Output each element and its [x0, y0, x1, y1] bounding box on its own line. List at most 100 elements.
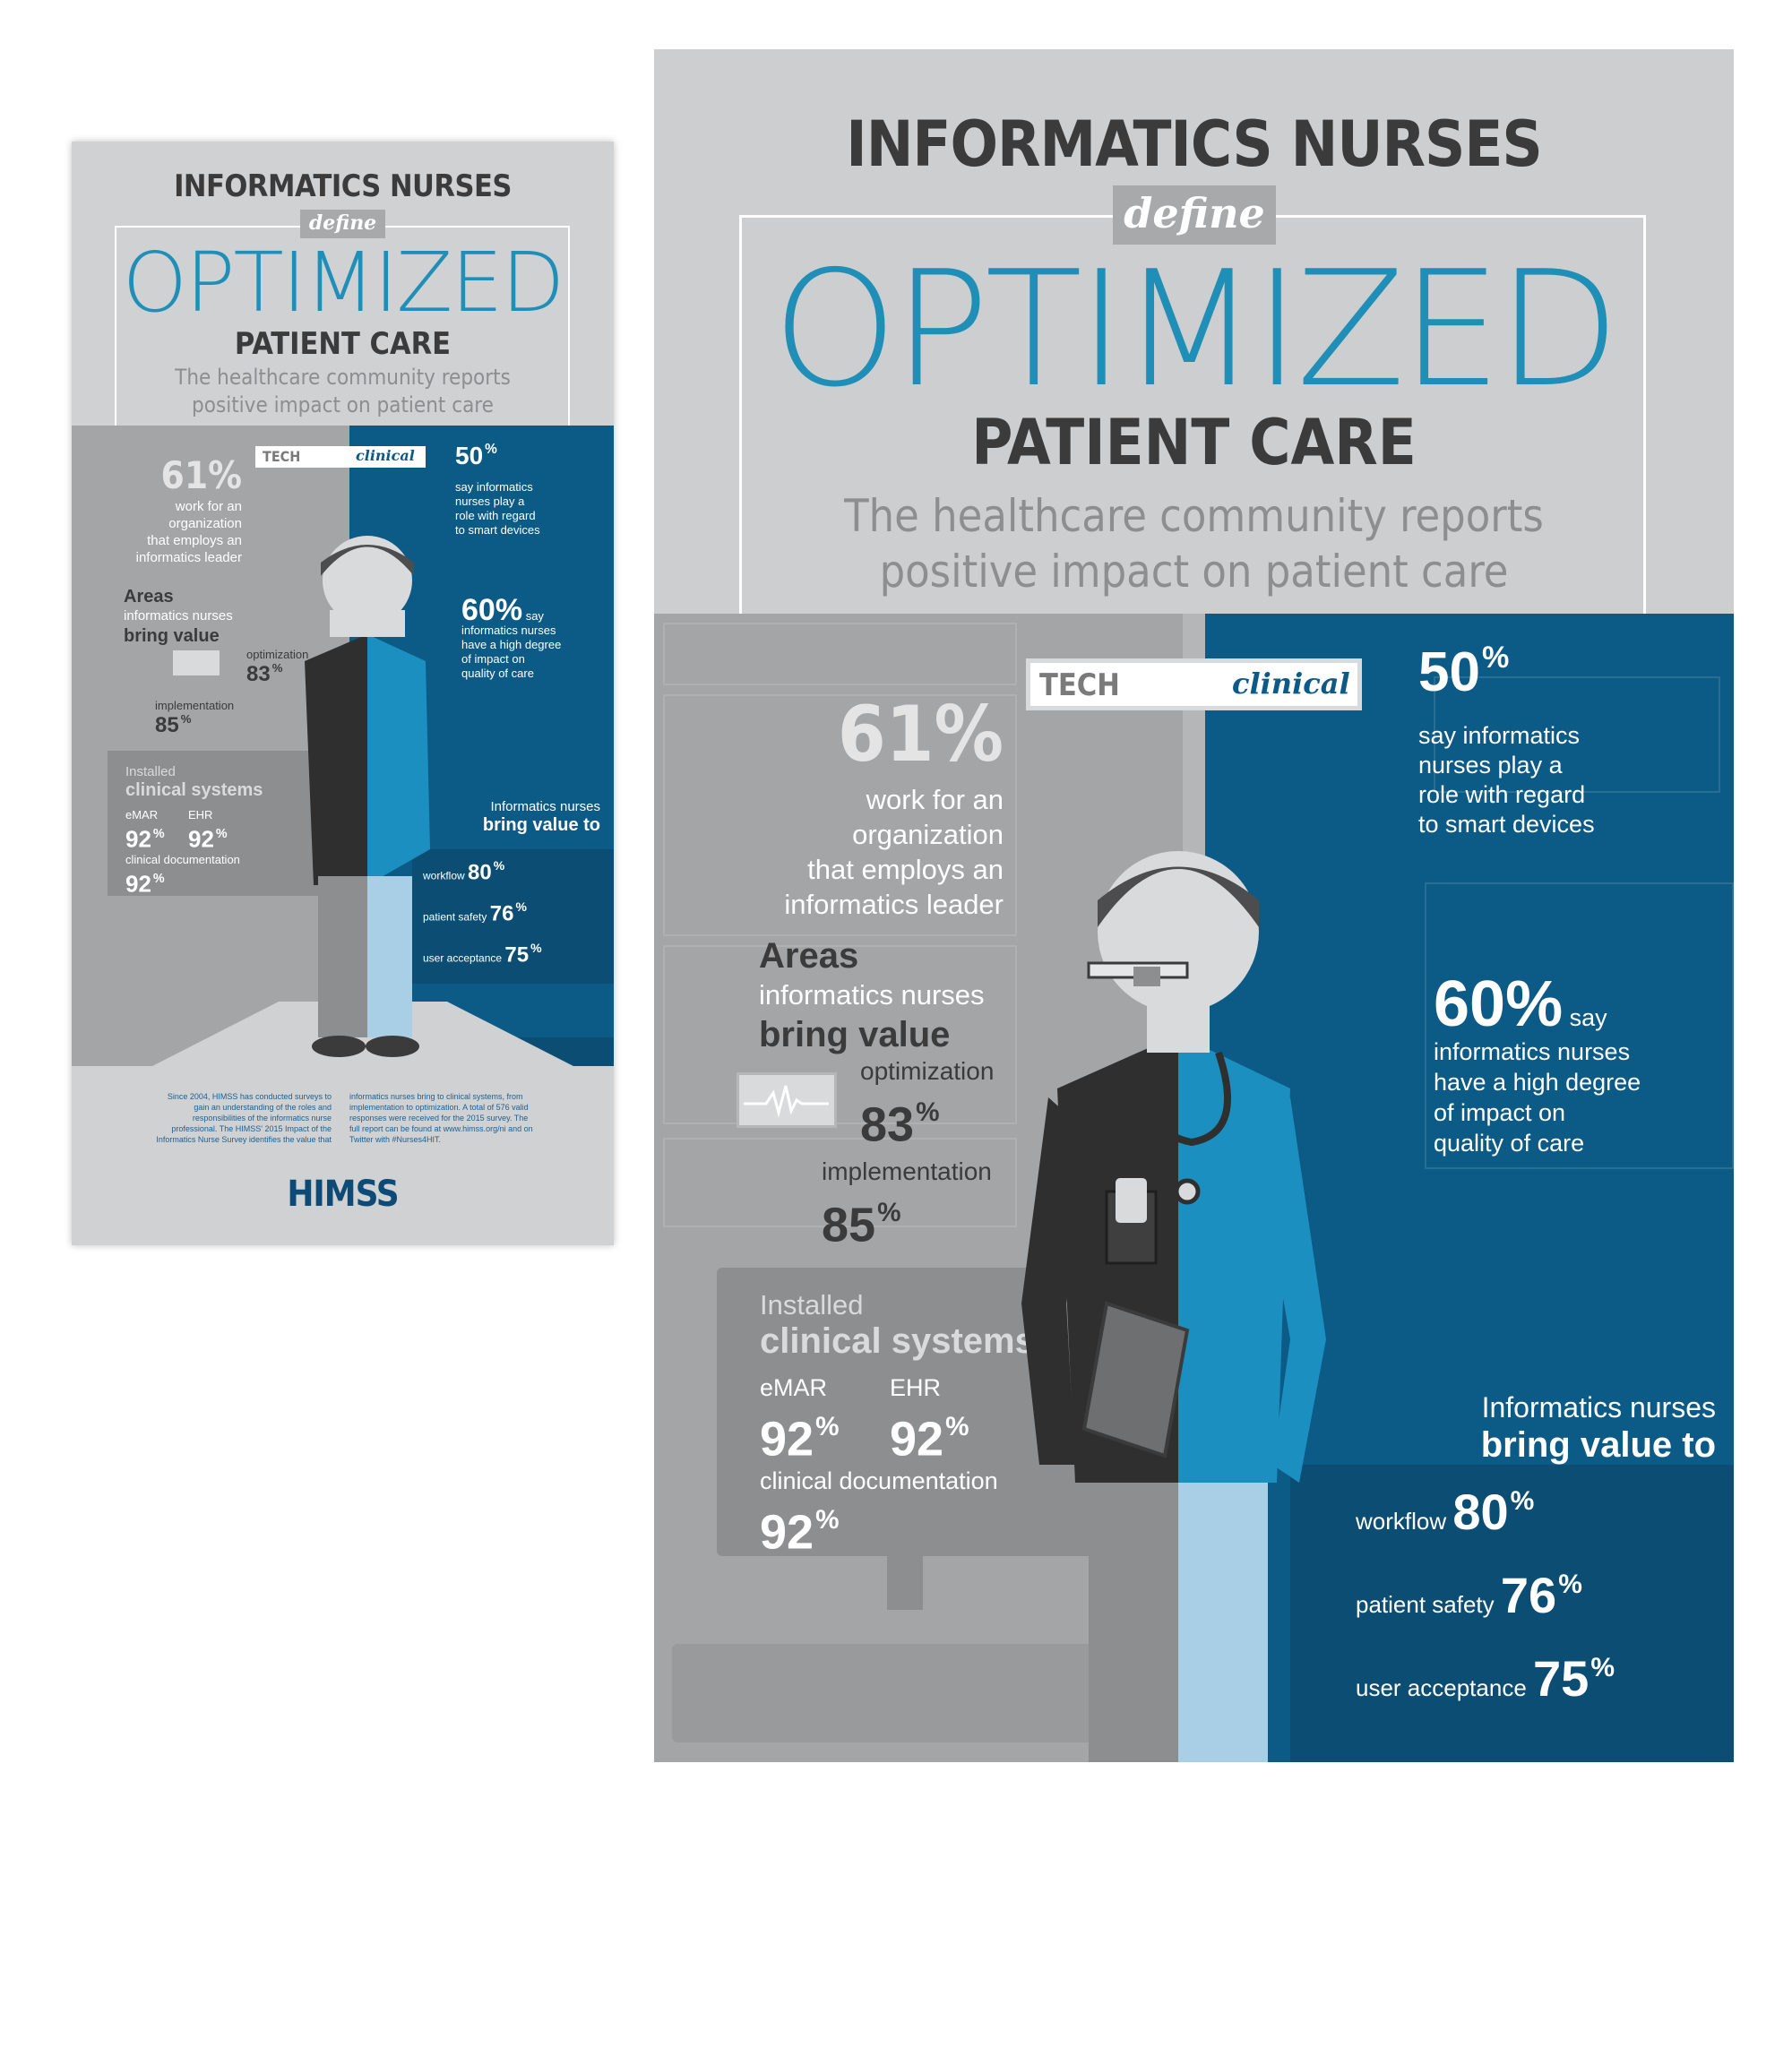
small-percent: %: [271, 661, 283, 675]
large-areas-block: Areas informatics nurses bring value: [759, 936, 985, 1054]
large-bring-value-line2: bring value to: [1480, 1425, 1716, 1465]
small-ehr: EHR 92%: [188, 809, 228, 852]
large-implementation-value: 85: [822, 1198, 876, 1252]
small-optimization-value: 83: [246, 661, 271, 686]
large-heartbeat-icon: [737, 1072, 837, 1128]
small-user-acceptance: user acceptance 75%: [423, 941, 542, 968]
large-stat-50: 50%: [1418, 641, 1509, 704]
large-areas-sub: informatics nurses: [759, 979, 985, 1011]
small-infographic-poster: INFORMATICS NURSES define OPTIMIZED PATI…: [72, 142, 614, 1245]
large-user-acceptance-label: user acceptance: [1356, 1674, 1527, 1701]
large-patient-safety-label: patient safety: [1356, 1591, 1495, 1618]
small-optimization-label: optimization: [246, 648, 309, 661]
small-percent: %: [152, 872, 165, 886]
small-nurse-illustration: [305, 536, 430, 1057]
small-stat-50-text: say informatics nurses play a role with …: [455, 480, 540, 538]
small-ehr-value: 92: [188, 825, 214, 853]
small-percent: %: [485, 442, 497, 458]
large-stat-50-line: nurses play a: [1418, 752, 1563, 779]
large-workflow-label: workflow: [1356, 1508, 1447, 1535]
small-bring-value: Informatics nurses bring value to: [421, 798, 600, 834]
small-installed-label: Installed: [125, 764, 176, 779]
large-cabinet: [663, 694, 1017, 936]
large-stat-61-line: work for an: [866, 784, 1004, 815]
small-patient-safety-value: 76: [489, 901, 514, 926]
large-bring-value: Informatics nurses bring value to: [1322, 1389, 1716, 1464]
large-stat-61-line: organization: [852, 819, 1004, 850]
large-optimization-value: 83: [860, 1097, 915, 1152]
large-clin-doc: clinical documentation 92%: [760, 1468, 998, 1559]
small-percent: %: [493, 858, 505, 873]
large-ehr: EHR 92%: [890, 1375, 969, 1466]
large-tech-clinical-tag: TECH clinical: [1026, 658, 1362, 710]
large-implementation: implementation 85%: [822, 1157, 992, 1252]
large-subtitle-line2: positive impact on patient care: [879, 546, 1509, 598]
large-subtitle-line1: The healthcare community reports: [844, 490, 1544, 542]
large-implementation-label: implementation: [822, 1157, 992, 1185]
large-user-acceptance-value: 75: [1533, 1650, 1590, 1707]
small-clinical-systems: clinical systems: [125, 780, 263, 800]
small-stat-60-line: quality of care: [461, 667, 534, 680]
small-percent: %: [180, 712, 192, 726]
small-patient-safety: patient safety 76%: [423, 899, 527, 927]
large-percent: %: [916, 1097, 940, 1127]
small-subtitle-line2: positive impact on patient care: [192, 392, 494, 417]
large-stat-60-line: quality of care: [1434, 1130, 1585, 1157]
small-optimized-heading: OPTIMIZED: [122, 235, 565, 331]
large-percent: %: [1558, 1569, 1582, 1599]
large-percent: %: [815, 1505, 840, 1535]
large-optimization: optimization 83%: [860, 1057, 994, 1151]
small-installed: Installed clinical systems: [125, 763, 263, 799]
small-percent: %: [530, 941, 542, 955]
large-stat-60-line: informatics nurses: [1434, 1038, 1631, 1065]
large-clin-doc-value: 92: [760, 1505, 814, 1560]
large-subtitle: The healthcare community reports positiv…: [654, 488, 1734, 599]
small-bring-value-line2: bring value to: [482, 815, 600, 835]
large-stat-50-line: say informatics: [1418, 722, 1581, 749]
large-emar-label: eMAR: [760, 1374, 828, 1401]
large-percent: %: [1510, 1485, 1535, 1516]
large-user-acceptance: user acceptance 75%: [1356, 1649, 1615, 1708]
small-footer-col1: Since 2004, HIMSS has conducted surveys …: [156, 1092, 332, 1144]
large-shelf: [663, 623, 1017, 685]
small-stat-50-line: role with regard: [455, 509, 536, 522]
large-installed-label: Installed: [760, 1289, 864, 1320]
small-stat-61-line: informatics leader: [135, 550, 242, 565]
small-clinical-label: clinical: [356, 447, 415, 464]
large-areas-bring: bring value: [759, 1015, 951, 1054]
small-title: INFORMATICS NURSES: [174, 168, 512, 204]
small-stat-50-line: to smart devices: [455, 523, 540, 537]
large-stat-61-line: informatics leader: [784, 889, 1004, 920]
large-blue-shelf: [1434, 676, 1720, 793]
large-stat-61: 61%: [837, 690, 1004, 779]
large-areas-title: Areas: [759, 936, 859, 976]
large-percent: %: [1590, 1652, 1615, 1682]
small-stat-60-line: have a high degree: [461, 638, 562, 651]
large-stat-50-line: role with regard: [1418, 781, 1586, 808]
large-cabinet: [663, 1138, 1017, 1227]
large-percent: %: [945, 1412, 969, 1441]
small-define-tag: define: [300, 210, 385, 238]
large-ehr-value: 92: [890, 1412, 944, 1467]
small-percent: %: [515, 899, 527, 914]
large-values-box: [1290, 1465, 1734, 1762]
small-stat-50-line: nurses play a: [455, 495, 525, 508]
large-stat-60-line: have a high degree: [1434, 1069, 1641, 1096]
small-stat-60-line: informatics nurses: [461, 624, 556, 637]
small-areas-sub: informatics nurses: [124, 608, 233, 624]
large-clinical-label: clinical: [1232, 667, 1350, 701]
large-stat-60-value: 60%: [1434, 968, 1564, 1040]
small-optimization: optimization 83%: [175, 648, 308, 687]
small-values-box: [412, 849, 614, 984]
large-stat-50-text: say informatics nurses play a role with …: [1418, 721, 1595, 839]
small-emar: eMAR 92%: [125, 809, 165, 852]
small-implementation: implementation 85%: [155, 699, 234, 738]
large-workflow: workflow 80%: [1356, 1483, 1534, 1541]
small-workflow-label: workflow: [423, 869, 465, 882]
small-implementation-label: implementation: [155, 699, 235, 712]
small-installed-box: [108, 751, 323, 896]
small-user-acceptance-value: 75: [504, 942, 530, 968]
large-define-tag: define: [1113, 185, 1276, 245]
large-clinical-systems: clinical systems: [760, 1321, 1035, 1361]
small-stat-60-say: say: [525, 609, 544, 623]
